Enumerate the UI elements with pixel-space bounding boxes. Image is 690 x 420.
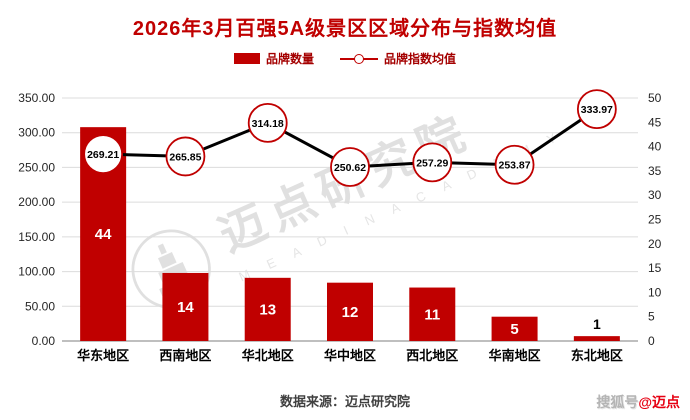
right-axis-tick: 40 <box>648 140 662 154</box>
bar <box>244 277 291 341</box>
bar-swatch-icon <box>233 53 260 64</box>
source-note: 数据来源：迈点研究院 <box>279 394 410 409</box>
left-axis-tick: 0.00 <box>32 334 56 348</box>
legend-item-line-series: 品牌指数均值 <box>340 50 456 67</box>
category-label: 华东地区 <box>77 348 129 363</box>
right-axis-tick: 20 <box>648 237 662 251</box>
left-axis-tick: 250.00 <box>18 160 55 174</box>
left-axis-tick: 200.00 <box>18 195 55 209</box>
legend-item-bar-series: 品牌数量 <box>233 50 314 67</box>
right-axis-tick: 15 <box>648 261 662 275</box>
bar-value-label: 14 <box>177 299 194 316</box>
line-marker-swatch-icon <box>340 53 378 65</box>
line-marker <box>576 89 617 130</box>
line-value-label: 314.18 <box>252 118 284 130</box>
left-axis-tick: 350.00 <box>18 91 55 105</box>
left-axis-tick: 150.00 <box>18 230 55 244</box>
line-value-label: 253.87 <box>499 160 531 172</box>
chart-area: 350.00 300.00 250.00 200.00 150.00 100.00 50.0… <box>0 73 690 373</box>
legend: 品牌数量 品牌指数均值 <box>0 50 690 67</box>
category-label: 西南地区 <box>159 348 211 363</box>
publisher-badge: 搜狐号@迈点 <box>596 392 680 412</box>
bar <box>409 287 456 341</box>
right-axis-tick: 25 <box>648 213 662 227</box>
left-axis-tick: 300.00 <box>18 126 55 140</box>
line-marker <box>330 147 370 187</box>
bar-value-label: 12 <box>342 304 359 321</box>
category-label: 华北地区 <box>242 348 294 363</box>
category-label: 华南地区 <box>489 348 541 363</box>
right-axis-tick: 45 <box>648 115 662 129</box>
bar <box>573 336 620 341</box>
line-value-label: 250.62 <box>334 162 366 174</box>
right-axis-tick: 35 <box>648 164 662 178</box>
bar-value-label: 44 <box>95 226 112 243</box>
category-label: 东北地区 <box>571 348 623 363</box>
bar-value-label: 13 <box>259 301 276 318</box>
category-label: 华中地区 <box>324 348 376 363</box>
publisher-badge-prefix: 搜狐号 <box>596 394 639 410</box>
bar <box>327 282 373 341</box>
line-marker <box>165 136 206 177</box>
right-axis-tick: 5 <box>648 310 655 324</box>
line-marker <box>247 102 288 143</box>
line-value-label: 265.85 <box>169 151 201 163</box>
right-axis-tick: 0 <box>648 334 655 348</box>
bar <box>491 316 538 341</box>
left-axis-tick: 100.00 <box>18 265 55 279</box>
chart-title: 2026年3月百强5A级景区区域分布与指数均值 <box>132 18 558 40</box>
line-value-label: 269.21 <box>87 149 119 161</box>
right-axis-tick: 30 <box>648 188 662 202</box>
category-label: 西北地区 <box>406 348 458 363</box>
line-value-label: 333.97 <box>581 104 613 116</box>
right-axis-tick: 50 <box>648 91 662 105</box>
chart-svg: 350.00300.00250.00200.00150.00100.0050.0… <box>18 89 662 363</box>
legend-label-bar-series: 品牌数量 <box>265 52 314 66</box>
bar-value-label: 1 <box>593 316 601 332</box>
line-marker <box>83 134 124 174</box>
line-marker <box>494 144 535 185</box>
right-axis-tick: 10 <box>648 285 662 299</box>
publisher-badge-suffix: @迈点 <box>638 394 680 410</box>
line-value-label: 257.29 <box>416 157 448 169</box>
bar-value-label: 5 <box>510 321 518 338</box>
legend-label-line-series: 品牌指数均值 <box>384 52 457 66</box>
left-axis-tick: 50.00 <box>25 299 55 313</box>
line-marker <box>412 142 453 183</box>
bar-value-label: 11 <box>424 306 440 323</box>
